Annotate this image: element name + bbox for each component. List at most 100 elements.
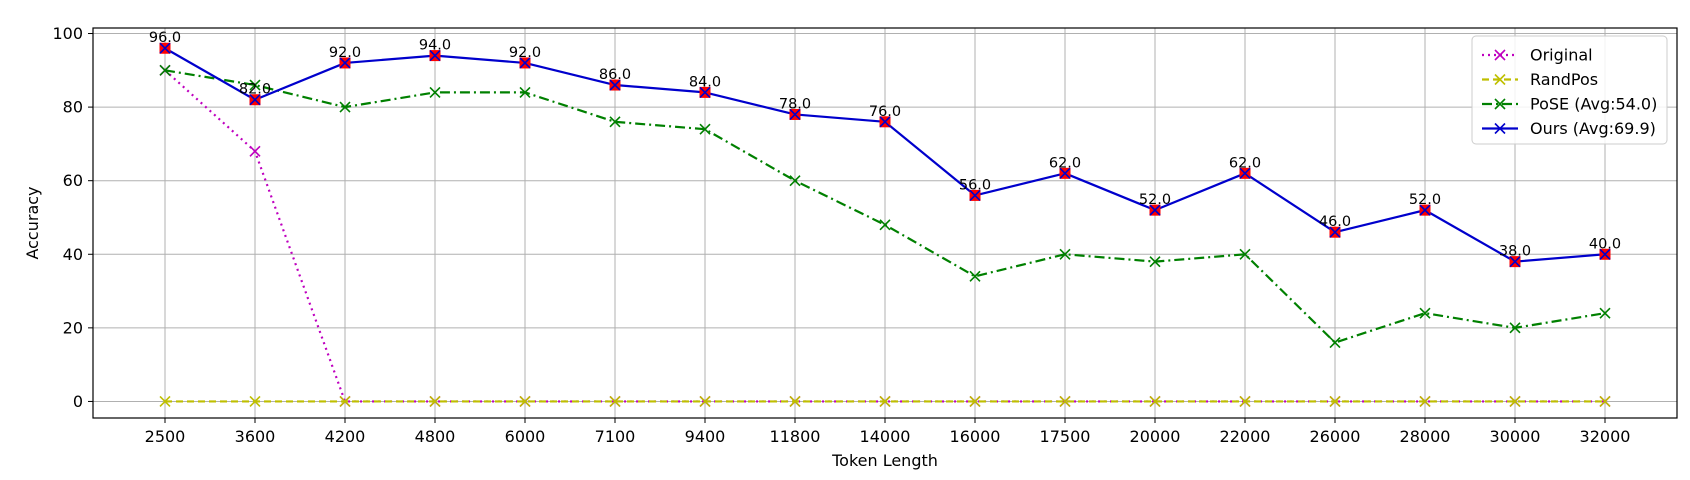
y-axis-ticks: 0 20 40 60 80 100 (52, 24, 93, 411)
x-tick-label: 17500 (1040, 427, 1091, 446)
x-tick-label: 20000 (1130, 427, 1181, 446)
point-marker (339, 101, 351, 113)
legend-box (1471, 35, 1668, 145)
point-marker (159, 64, 171, 76)
legend-marker (1494, 49, 1506, 61)
point-marker (879, 219, 891, 231)
point-marker (879, 116, 891, 128)
point-marker (1599, 248, 1611, 260)
series-3 (159, 42, 1611, 268)
point-marker (1059, 167, 1071, 179)
x-tick-label: 7100 (595, 427, 636, 446)
data-labels: 96.0 82.0 92.0 94.0 92.0 86.0 84.0 78.0 76.0 56.0… (149, 30, 1621, 259)
x-tick-label: 32000 (1580, 427, 1631, 446)
legend-item-1: RandPos (1482, 70, 1598, 89)
point-marker (609, 116, 621, 128)
x-axis-title: Token Length (831, 451, 938, 470)
point-marker (1329, 226, 1341, 238)
data-label: 46.0 (1319, 214, 1351, 230)
point-marker (1149, 395, 1161, 408)
point-marker (1149, 256, 1161, 268)
x-tick-label: 6000 (505, 427, 546, 446)
point-marker (969, 395, 981, 408)
x-tick-label: 3600 (235, 427, 276, 446)
y-tick-label: 60 (63, 171, 83, 190)
data-label: 92.0 (329, 45, 361, 61)
x-tick-label: 14000 (860, 427, 911, 446)
series-2 (159, 64, 1611, 349)
y-tick-label: 40 (63, 245, 83, 264)
point-marker (699, 123, 711, 135)
y-tick-label: 80 (63, 98, 83, 117)
legend-marker (1494, 122, 1506, 135)
point-marker (699, 395, 711, 408)
point-marker (1149, 204, 1161, 216)
data-label: 56.0 (959, 177, 991, 193)
point-marker (429, 86, 441, 98)
x-tick-label: 30000 (1490, 427, 1541, 446)
point-marker (969, 189, 981, 201)
series-1 (159, 395, 1611, 408)
point-marker (1239, 248, 1251, 260)
point-marker (1239, 167, 1251, 179)
x-tick-label: 16000 (950, 427, 1001, 446)
point-marker (429, 395, 441, 408)
point-marker (1329, 395, 1341, 408)
point-marker (1059, 395, 1071, 408)
data-label: 92.0 (509, 45, 541, 61)
data-label: 76.0 (869, 104, 901, 120)
x-tick-label: 4800 (415, 427, 456, 446)
point-marker (519, 395, 531, 408)
x-tick-label: 4200 (325, 427, 366, 446)
point-marker (339, 57, 351, 69)
point-marker (1509, 322, 1521, 334)
point-marker (609, 79, 621, 91)
point-marker (699, 86, 711, 98)
data-label: 52.0 (1139, 192, 1171, 208)
point-marker (789, 108, 801, 121)
point-marker (789, 175, 801, 187)
point-marker (249, 94, 261, 106)
point-marker (519, 86, 531, 98)
legend-label: PoSE (Avg:54.0) (1530, 95, 1657, 114)
point-marker (429, 50, 441, 62)
point-marker (969, 270, 981, 282)
point-marker (159, 395, 171, 408)
data-label: 52.0 (1409, 192, 1441, 208)
point-marker (789, 395, 801, 408)
legend-label: Ours (Avg:69.9) (1530, 119, 1656, 138)
legend-marker (1494, 98, 1506, 110)
point-marker (249, 395, 261, 408)
legend-item-0: Original (1482, 46, 1593, 65)
y-tick-label: 20 (63, 318, 83, 337)
x-tick-label: 26000 (1310, 427, 1361, 446)
y-tick-label: 100 (52, 24, 83, 43)
point-marker (1419, 307, 1431, 319)
x-tick-label: 22000 (1220, 427, 1271, 446)
legend-item-3: Ours (Avg:69.9) (1482, 119, 1656, 138)
point-marker (1329, 337, 1341, 349)
point-marker (1419, 204, 1431, 216)
series-layer (159, 42, 1611, 408)
point-marker (879, 395, 891, 408)
point-marker (1419, 395, 1431, 408)
x-axis-ticks: 2500 3600 4200 4800 6000 7100 9400 11800 14000 16… (145, 418, 1631, 446)
point-marker (1599, 395, 1611, 408)
data-label: 78.0 (779, 96, 811, 112)
y-axis-title: Accuracy (23, 186, 42, 259)
point-marker (519, 57, 531, 69)
point-marker (1509, 256, 1521, 268)
legend: Original RandPos PoSE (Avg:54.0) Ours (Avg:… (1471, 35, 1668, 145)
series-line (164, 69, 1606, 344)
legend-item-2: PoSE (Avg:54.0) (1482, 95, 1657, 114)
legend-marker (1494, 73, 1506, 86)
point-marker (1239, 395, 1251, 408)
data-label: 62.0 (1049, 155, 1081, 171)
data-label: 96.0 (149, 30, 181, 46)
point-marker (1509, 395, 1521, 408)
data-label: 82.0 (239, 82, 271, 98)
x-tick-label: 28000 (1400, 427, 1451, 446)
data-label: 62.0 (1229, 155, 1261, 171)
